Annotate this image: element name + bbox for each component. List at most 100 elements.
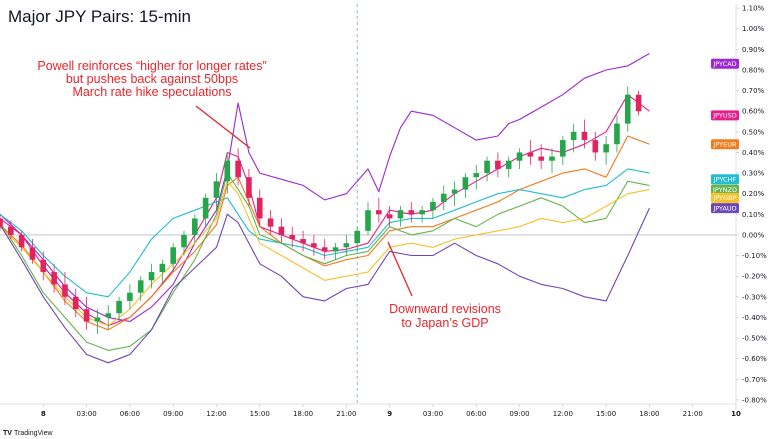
series-tag-label: JPYCAD: [712, 60, 736, 68]
y-tick-label: -0.70%: [742, 376, 767, 384]
candle-body: [83, 309, 90, 322]
candle-body: [127, 292, 133, 301]
candle: [505, 156, 512, 178]
y-tick-label: -0.10%: [742, 252, 767, 260]
candle-body: [300, 239, 306, 244]
candle-body: [278, 226, 285, 235]
candle-body: [137, 280, 144, 293]
annotation-powell-arrow: [195, 105, 251, 149]
candle: [397, 206, 404, 227]
candle: [549, 148, 555, 174]
candle-body: [29, 247, 36, 260]
candle: [635, 90, 642, 116]
candle-body: [430, 201, 436, 211]
annotation-gdp-line-2: to Japan’s GDP: [401, 316, 488, 330]
candle-body: [181, 234, 187, 248]
candle-body: [581, 131, 588, 141]
candle: [495, 152, 501, 178]
candle-body: [267, 218, 274, 227]
annotation-powell: Powell reinforces “higher for longer rat…: [37, 59, 267, 149]
candle: [376, 197, 382, 223]
x-tick-label: 10: [731, 410, 741, 418]
candle-body: [538, 156, 544, 161]
candle-body: [386, 214, 393, 219]
candle-body: [624, 94, 631, 124]
candle-body: [614, 123, 620, 145]
x-tick-label: 09:00: [163, 410, 183, 418]
candle: [256, 189, 263, 227]
candle: [592, 131, 599, 161]
y-tick-label: 0.10%: [742, 211, 765, 219]
x-tick-label: 09:00: [509, 410, 529, 418]
candle: [116, 296, 122, 322]
series-tag-label: JPYUSD: [712, 112, 737, 120]
candle-body: [516, 152, 523, 161]
candle: [62, 272, 68, 306]
candle-body: [105, 313, 112, 318]
candle-body: [570, 131, 577, 141]
series-tag-jpygbp: JPYGBP: [711, 192, 739, 203]
candle-body: [40, 259, 47, 273]
candle-body: [224, 160, 231, 182]
x-tick-label: 18:00: [293, 410, 313, 418]
candle-body: [289, 234, 296, 240]
candle: [473, 164, 480, 190]
series-tag-label: JPYAUD: [712, 204, 736, 212]
candle: [8, 220, 14, 240]
y-tick-label: 0.40%: [742, 149, 765, 157]
candle: [29, 239, 36, 264]
candle-body: [8, 226, 14, 235]
series-tag-label: JPYCHF: [713, 176, 737, 184]
y-tick-label: -0.20%: [742, 273, 767, 281]
x-tick-label: 18:00: [639, 410, 659, 418]
y-tick-label: -0.40%: [742, 314, 767, 322]
chart-title: Major JPY Pairs: 15-min: [8, 7, 191, 26]
candle: [213, 173, 220, 211]
x-tick-label: 03:00: [76, 410, 96, 418]
candle-body: [72, 296, 79, 310]
candle-body: [408, 210, 415, 215]
x-tick-label: 21:00: [336, 410, 356, 418]
candle-body: [332, 247, 339, 252]
candle-body: [505, 160, 512, 169]
y-axis: 1.10% 1.00% 0.90% 0.80% 0.70% 0.60% 0.50% 0.40%…: [735, 4, 767, 410]
candle: [192, 214, 198, 244]
y-tick-label: -0.80%: [742, 396, 767, 404]
y-tick-label: -0.60%: [742, 355, 767, 363]
annotation-powell-line-1: Powell reinforces “higher for longer rat…: [37, 59, 266, 73]
candle: [170, 243, 176, 273]
candle: [614, 115, 620, 153]
candle: [40, 251, 47, 281]
annotation-gdp-line-1: Downward revisions: [389, 302, 501, 316]
y-tick-label: 0.60%: [742, 108, 765, 116]
candle: [94, 309, 101, 334]
candle-body: [354, 230, 360, 244]
candle: [343, 234, 350, 256]
x-tick-label: 15:00: [596, 410, 616, 418]
candle: [181, 230, 187, 256]
x-tick-label: 06:00: [466, 410, 486, 418]
candle-body: [462, 177, 469, 190]
candle: [538, 144, 544, 169]
x-tick-label: 03:00: [423, 410, 443, 418]
y-tick-label: 0.50%: [742, 128, 765, 136]
candle: [72, 288, 79, 318]
candle: [440, 185, 447, 211]
candle: [570, 123, 577, 153]
series-tag-label: JPYGBP: [712, 194, 736, 202]
candle-body: [343, 243, 350, 248]
candlesticks: [0, 86, 642, 334]
candle-body: [365, 210, 371, 231]
candle-body: [256, 197, 263, 219]
candle-body: [440, 193, 447, 202]
candle: [484, 156, 490, 182]
candle: [624, 86, 631, 132]
series-tag-label: JPYNZD: [712, 186, 737, 194]
candle-body: [235, 160, 241, 178]
x-tick-label: 12:00: [553, 410, 573, 418]
candle: [300, 230, 306, 252]
candle-body: [159, 263, 166, 273]
candle: [267, 210, 274, 235]
candle: [278, 218, 285, 244]
candle: [451, 181, 458, 207]
